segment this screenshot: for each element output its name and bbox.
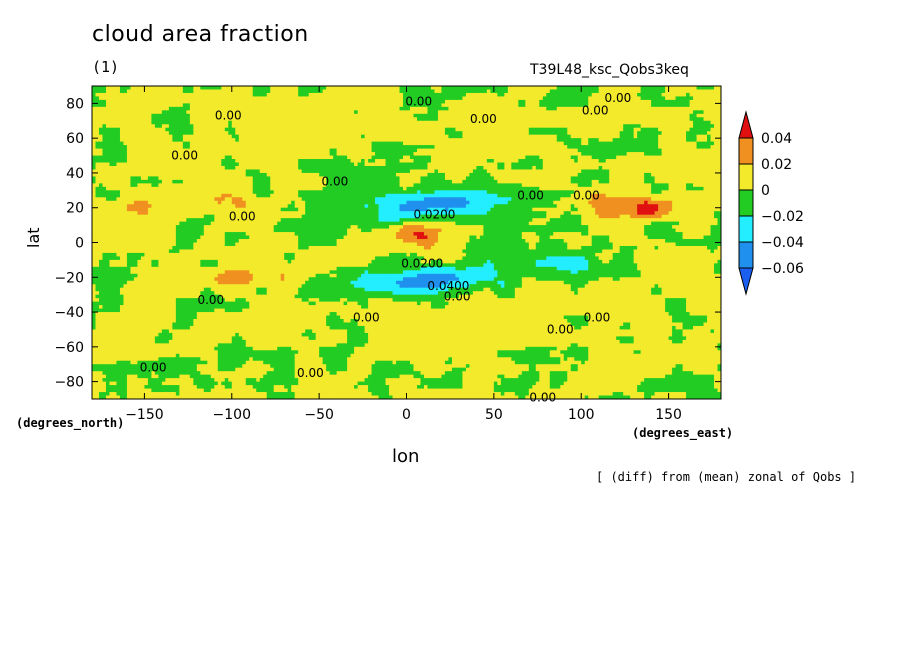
contour-label: 0.0200	[401, 256, 443, 270]
colorbar-arrow-top	[739, 112, 753, 138]
y-tick-label: 80	[66, 96, 84, 112]
x-tick-label: −50	[304, 407, 334, 423]
y-tick-label: 40	[66, 166, 84, 182]
colorbar-segment	[739, 190, 753, 216]
colorbar-segment	[739, 138, 753, 164]
colorbar-label: −0.06	[761, 261, 804, 277]
colorbar-label: 0	[761, 183, 770, 199]
contour-label: 0.00	[547, 322, 574, 336]
colorbar-segment	[739, 242, 753, 268]
colorbar-label: −0.02	[761, 209, 804, 225]
contour-label: 0.00	[405, 95, 432, 109]
x-tick-label: 50	[485, 407, 503, 423]
x-tick-label: −150	[125, 407, 163, 423]
contour-label: 0.00	[517, 189, 544, 203]
x-tick-label: 150	[655, 407, 682, 423]
y-tick-label: 60	[66, 131, 84, 147]
y-tick-label: −60	[54, 340, 84, 356]
contour-label: 0.00	[444, 289, 471, 303]
y-tick-label: 0	[75, 236, 84, 252]
x-tick-label: 100	[568, 407, 595, 423]
contour-label: 0.00	[584, 310, 611, 324]
x-tick-label: 0	[402, 407, 411, 423]
x-tick-label: −100	[213, 407, 251, 423]
contour-label: 0.00	[529, 390, 556, 404]
colorbar-segment	[739, 164, 753, 190]
contour-label: 0.00	[297, 366, 324, 380]
contour-field	[92, 86, 722, 400]
contour-label: 0.00	[140, 361, 167, 375]
colorbar-arrow-bottom	[739, 268, 753, 294]
y-tick-label: −20	[54, 270, 84, 286]
x-axis-unit: (degrees_east)	[632, 426, 733, 440]
contour-label: 0.00	[322, 175, 349, 189]
colorbar-label: −0.04	[761, 235, 804, 251]
y-tick-label: −80	[54, 375, 84, 391]
x-axis-label: lon	[392, 446, 419, 467]
y-tick-label: 20	[66, 201, 84, 217]
y-axis-unit: (degrees_north)	[16, 416, 124, 430]
contour-label: 0.00	[470, 112, 497, 126]
contour-label: 0.00	[229, 209, 256, 223]
contour-label: 0.00	[353, 310, 380, 324]
y-axis-label: lat	[24, 227, 43, 248]
contour-label: 0.00	[582, 103, 609, 117]
contour-label: 0.00	[215, 109, 242, 123]
colorbar-label: 0.04	[761, 131, 792, 147]
contour-label: 0.0200	[413, 208, 455, 222]
y-tick-label: −40	[54, 305, 84, 321]
diff-note: [ (diff) from (mean) zonal of Qobs ]	[596, 470, 856, 484]
colorbar-segment	[739, 216, 753, 242]
contour-label: 0.00	[197, 293, 224, 307]
contour-label: 0.00	[171, 149, 198, 163]
colorbar: 0.04 0.02 0 −0.02 −0.04 −0.06	[739, 112, 804, 294]
contour-label: 0.00	[573, 189, 600, 203]
colorbar-label: 0.02	[761, 157, 792, 173]
